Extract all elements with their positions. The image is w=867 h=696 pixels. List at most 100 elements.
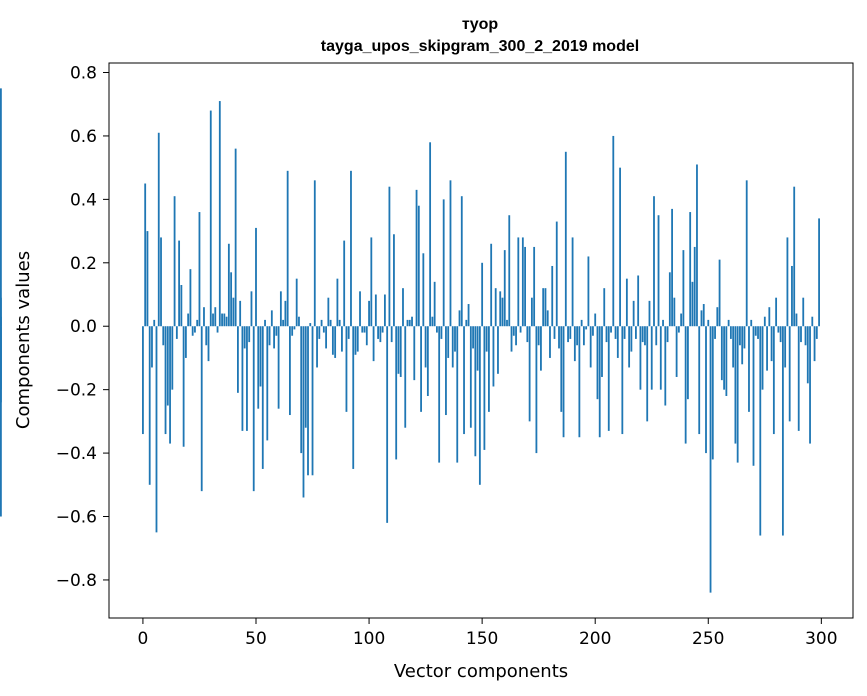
bar-191 xyxy=(573,326,576,362)
bar-199 xyxy=(592,326,594,336)
bar-95 xyxy=(356,326,359,352)
bar-230 xyxy=(662,319,664,327)
bar-91 xyxy=(347,326,350,339)
bar-113 xyxy=(397,326,400,374)
bar-267 xyxy=(745,180,748,327)
bar-185 xyxy=(560,326,563,412)
bar-18 xyxy=(182,326,185,447)
bar-6 xyxy=(155,326,158,533)
bar-277 xyxy=(768,307,771,327)
bar-272 xyxy=(757,326,759,339)
bar-98 xyxy=(363,326,366,333)
bar-288 xyxy=(793,186,796,327)
bar-201 xyxy=(596,326,599,400)
bar-234 xyxy=(671,208,673,327)
bar-285 xyxy=(786,237,789,327)
bar-153 xyxy=(488,326,490,412)
bar-150 xyxy=(481,262,484,327)
bar-203 xyxy=(601,326,603,377)
bar-63 xyxy=(284,300,287,327)
bar-35 xyxy=(221,313,223,327)
bar-210 xyxy=(616,326,619,358)
bar-23 xyxy=(194,326,196,333)
bar-298 xyxy=(815,326,818,339)
y-tick-label: 0.0 xyxy=(70,317,97,337)
bar-255 xyxy=(718,259,721,327)
bar-55 xyxy=(266,326,269,441)
bar-40 xyxy=(232,297,235,327)
bar-239 xyxy=(682,250,685,327)
bar-128 xyxy=(431,316,434,327)
bar-1 xyxy=(144,183,147,327)
bar-21 xyxy=(189,269,192,327)
bar-164 xyxy=(512,326,515,336)
bar-7 xyxy=(157,132,160,327)
bar-212 xyxy=(621,326,624,435)
bar-290 xyxy=(797,326,800,431)
bar-89 xyxy=(343,240,346,327)
bar-172 xyxy=(530,297,533,327)
bar-90 xyxy=(345,326,348,412)
bar-29 xyxy=(207,326,210,362)
bar-5 xyxy=(153,319,156,327)
bar-170 xyxy=(526,326,529,343)
bar-92 xyxy=(350,170,352,327)
bar-214 xyxy=(625,278,628,327)
bar-10 xyxy=(164,326,167,435)
bar-109 xyxy=(388,186,391,327)
bar-182 xyxy=(553,326,556,339)
bar-260 xyxy=(729,326,732,339)
bar-137 xyxy=(451,326,454,368)
bar-15 xyxy=(175,326,178,339)
bar-151 xyxy=(483,326,486,450)
bar-225 xyxy=(650,326,653,390)
bar-167 xyxy=(519,326,522,333)
bar-173 xyxy=(533,246,536,327)
bar-12 xyxy=(169,326,171,444)
bar-108 xyxy=(386,326,389,523)
bar-17 xyxy=(180,285,183,327)
x-tick-label: 150 xyxy=(466,629,498,649)
bar-3 xyxy=(148,326,151,485)
bar-28 xyxy=(205,326,208,346)
x-axis-label: Vector components xyxy=(394,661,568,682)
bar-115 xyxy=(402,288,404,327)
bar-50 xyxy=(255,227,257,327)
bar-235 xyxy=(673,297,676,327)
bar-75 xyxy=(311,326,314,476)
bar-244 xyxy=(693,246,696,327)
bar-240 xyxy=(684,326,687,444)
bar-110 xyxy=(390,326,393,343)
bar-117 xyxy=(406,319,409,327)
bar-158 xyxy=(499,291,502,327)
bar-217 xyxy=(632,300,635,327)
bar-36 xyxy=(223,313,226,327)
bar-83 xyxy=(329,319,332,327)
bar-232 xyxy=(666,326,669,343)
y-tick-label: −0.8 xyxy=(56,571,97,591)
bar-72 xyxy=(304,326,307,428)
bar-222 xyxy=(644,326,646,346)
bar-140 xyxy=(458,310,461,327)
y-tick-label: −0.2 xyxy=(56,381,97,401)
bar-79 xyxy=(320,319,323,327)
bar-74 xyxy=(309,323,312,327)
bar-87 xyxy=(338,319,341,327)
bar-194 xyxy=(580,319,583,327)
bar-27 xyxy=(203,307,205,327)
bar-253 xyxy=(714,326,716,339)
bar-247 xyxy=(700,310,703,327)
bar-257 xyxy=(723,326,726,390)
bar-192 xyxy=(576,326,579,346)
bar-162 xyxy=(508,215,511,327)
bar-38 xyxy=(227,243,230,327)
bar-30 xyxy=(209,110,212,327)
bar-147 xyxy=(474,326,477,457)
bar-undefined xyxy=(0,297,2,327)
bar-14 xyxy=(173,196,176,327)
bar-245 xyxy=(696,164,698,327)
bar-258 xyxy=(725,326,728,396)
bar-141 xyxy=(460,196,463,327)
bar-118 xyxy=(408,319,411,327)
